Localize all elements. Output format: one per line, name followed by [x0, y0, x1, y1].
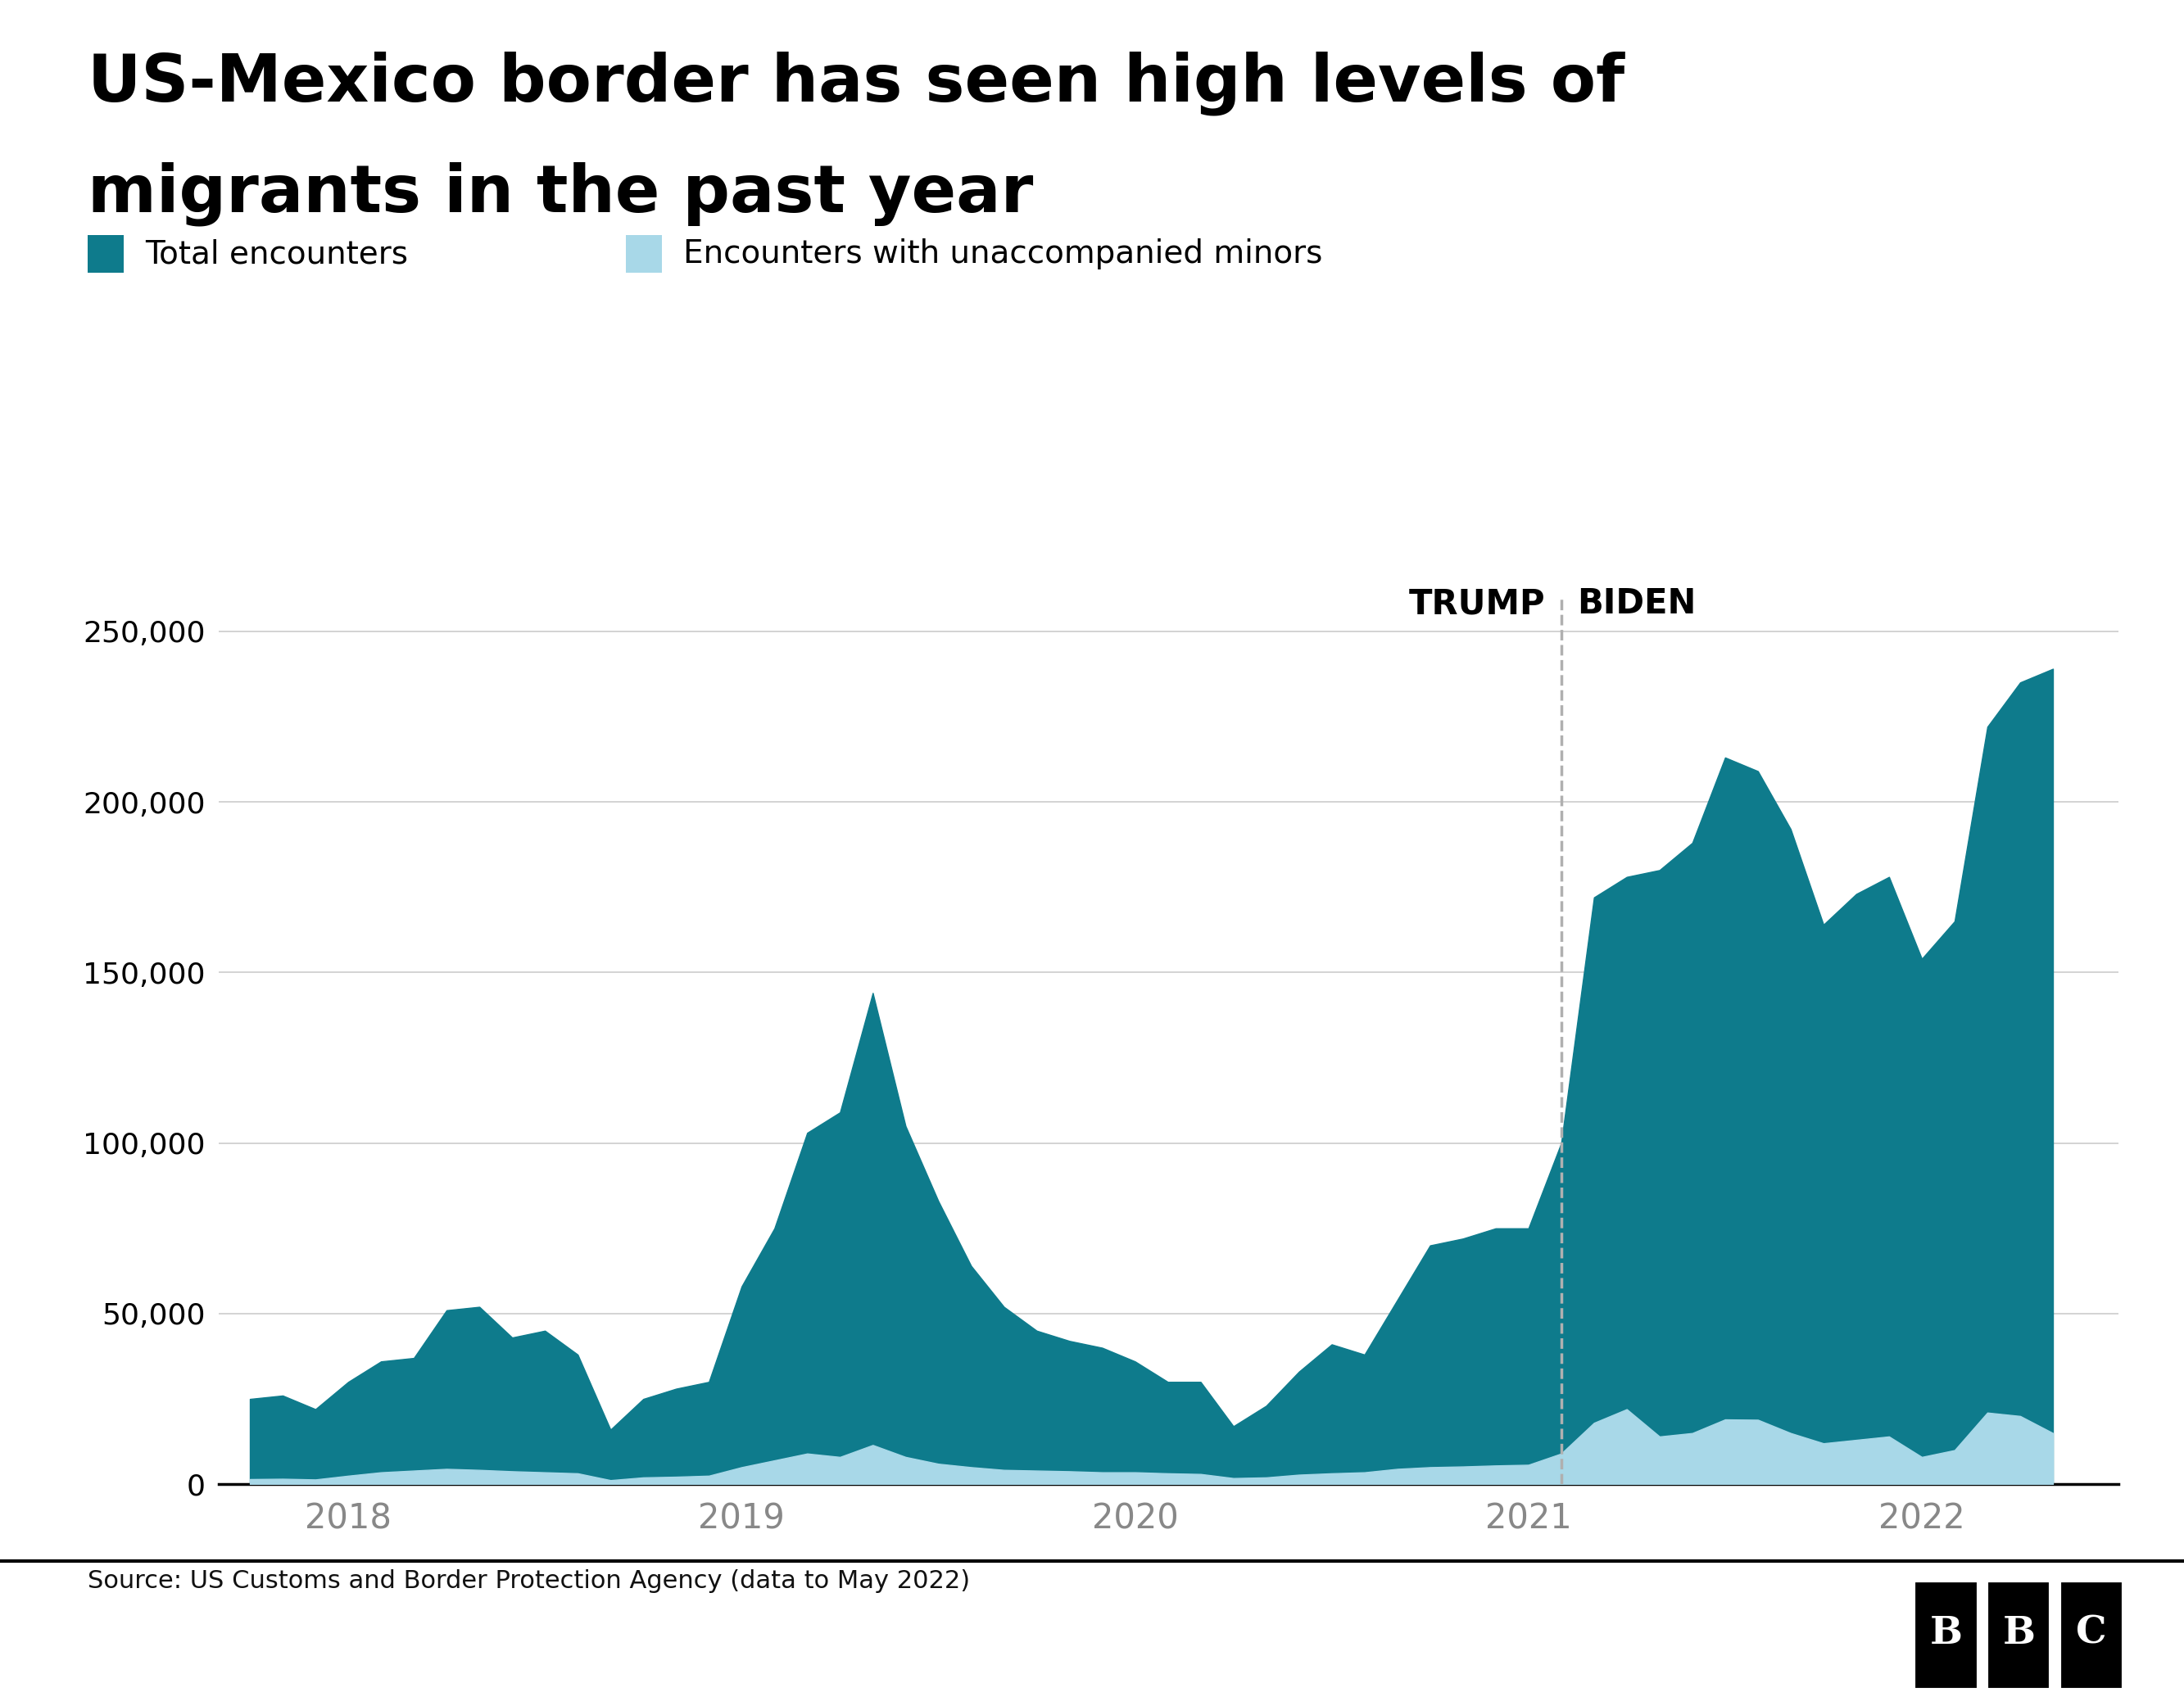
- Text: Encounters with unaccompanied minors: Encounters with unaccompanied minors: [684, 239, 1324, 270]
- Text: B: B: [1928, 1614, 1963, 1651]
- Text: migrants in the past year: migrants in the past year: [87, 162, 1033, 227]
- Text: B: B: [2003, 1614, 2035, 1651]
- Text: C: C: [2077, 1614, 2108, 1651]
- Text: US-Mexico border has seen high levels of: US-Mexico border has seen high levels of: [87, 51, 1625, 116]
- FancyBboxPatch shape: [2060, 1580, 2123, 1691]
- Text: Total encounters: Total encounters: [144, 239, 408, 270]
- Text: BIDEN: BIDEN: [1577, 587, 1695, 621]
- Text: TRUMP: TRUMP: [1409, 587, 1546, 621]
- FancyBboxPatch shape: [1987, 1580, 2051, 1691]
- FancyBboxPatch shape: [1913, 1580, 1979, 1691]
- Text: Source: US Customs and Border Protection Agency (data to May 2022): Source: US Customs and Border Protection…: [87, 1570, 970, 1593]
